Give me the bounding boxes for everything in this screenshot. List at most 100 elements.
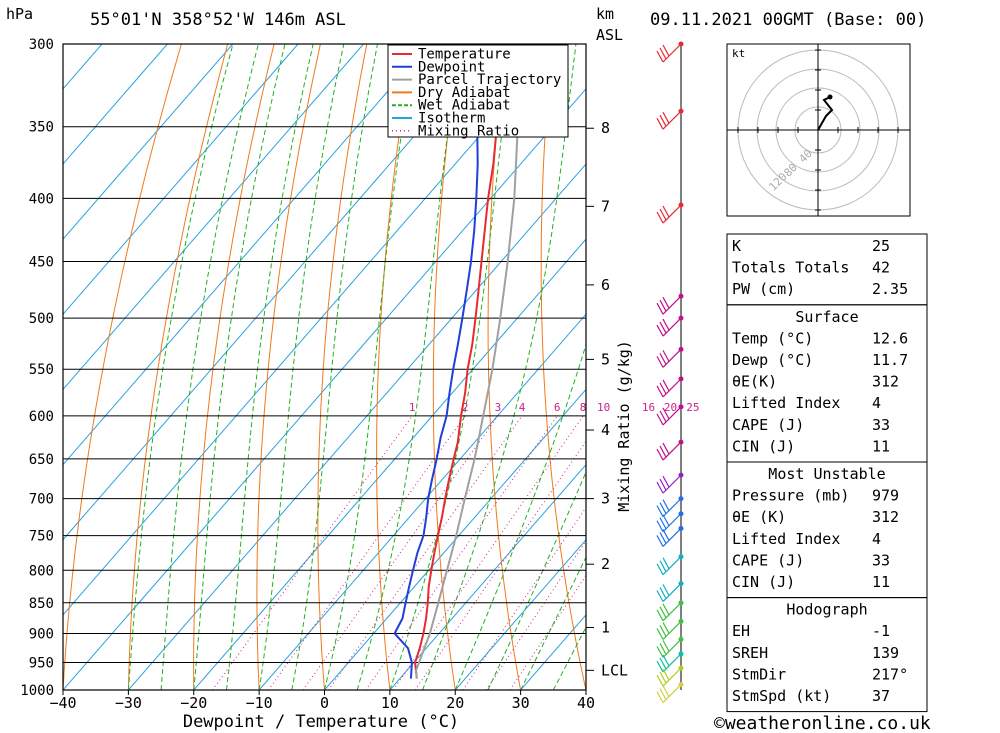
dry-adiabat-line xyxy=(432,44,460,690)
wind-barb xyxy=(656,317,682,337)
wind-barb-feather xyxy=(662,407,670,420)
wind-barb xyxy=(656,556,682,576)
hodograph-trace xyxy=(817,96,834,131)
wet-adiabat-line xyxy=(291,44,378,690)
wind-barb-feather xyxy=(659,208,667,221)
wind-barb-feather xyxy=(659,478,667,491)
isotherm-line xyxy=(389,463,586,690)
indices-row-value: 42 xyxy=(872,259,890,277)
isotherm-line xyxy=(63,44,495,541)
legend-label: Isotherm xyxy=(418,111,485,127)
temperature-tick-label: 10 xyxy=(381,694,399,712)
indices-row-value: 33 xyxy=(872,416,890,434)
wind-barb-staff xyxy=(662,602,682,622)
temperature-tick-label: −40 xyxy=(49,694,76,712)
wind-barb-staff xyxy=(662,378,682,398)
wind-barb-feather xyxy=(659,353,667,365)
wind-barb-feather xyxy=(662,44,670,57)
wind-barb-feather xyxy=(656,356,664,368)
mixing-ratio-line xyxy=(414,440,586,690)
hodograph-end-marker xyxy=(827,94,833,100)
indices-block-title: Most Unstable xyxy=(768,465,885,483)
pressure-tick-label: 300 xyxy=(29,37,54,53)
temperature-axis: −40 −30 −20 −10 0 10 20 30 40 xyxy=(49,690,595,712)
wind-barb-feather xyxy=(662,350,670,362)
indices-row-label: Lifted Index xyxy=(732,530,840,548)
height-tick-label: 1 xyxy=(601,618,610,636)
indices-row-value: 11 xyxy=(872,437,890,455)
indices-row-value: 979 xyxy=(872,487,899,505)
series-line xyxy=(415,44,522,679)
wind-barb-feather xyxy=(656,660,664,673)
wind-barb-feather xyxy=(656,385,664,398)
indices-row-label: Totals Totals xyxy=(732,259,849,277)
wind-barb-feather xyxy=(659,587,667,599)
wind-barb-staff xyxy=(662,498,682,518)
wind-barb xyxy=(656,528,682,547)
indices-row-label: EH xyxy=(732,622,750,640)
pressure-tick-label: 500 xyxy=(29,311,54,327)
wind-barb xyxy=(656,204,682,224)
indices-row-value: 37 xyxy=(872,687,890,705)
wind-barb-feather xyxy=(656,211,664,224)
wind-barb-feather xyxy=(656,646,664,658)
wind-barb-feather xyxy=(662,529,670,541)
legend-label: Temperature xyxy=(418,47,511,63)
wind-barb-feather xyxy=(662,640,670,652)
height-tick-label: 7 xyxy=(601,197,610,215)
wind-barb xyxy=(656,474,682,494)
wind-barb-feather xyxy=(662,318,670,331)
pressure-tick-label: 800 xyxy=(29,563,54,579)
wet-adiabat-line xyxy=(258,44,345,690)
wet-adiabat-line xyxy=(356,44,461,690)
indices-row-value: 312 xyxy=(872,508,899,526)
wind-barb-feather xyxy=(656,691,664,703)
wind-barb-staff xyxy=(662,667,682,687)
indices-row-label: K xyxy=(732,237,741,255)
dry-adiabat-line xyxy=(193,44,275,690)
pressure-tick-label: 1000 xyxy=(20,683,54,699)
legend-label: Mixing Ratio xyxy=(418,123,519,139)
station-location: 55°01'N 358°52'W 146m ASL xyxy=(90,10,346,30)
wind-barb-feather xyxy=(662,557,670,569)
wind-barb-feather xyxy=(656,481,664,494)
wind-barb xyxy=(656,406,682,426)
temperature-tick-label: −20 xyxy=(180,694,207,712)
temperature-tick-label: −10 xyxy=(246,694,273,712)
indices-row-value: 217° xyxy=(872,665,908,683)
mixing-ratio-label: 8 xyxy=(580,401,587,414)
wind-barb-staff xyxy=(662,43,682,63)
wind-barb-feather xyxy=(656,302,664,315)
wind-barb-staff xyxy=(662,474,682,494)
wet-adiabat-line xyxy=(422,44,577,690)
wind-barb-staff xyxy=(662,348,682,368)
indices-row-label: PW (cm) xyxy=(732,280,795,298)
wind-barb xyxy=(656,513,682,533)
wind-barb-feather xyxy=(659,445,667,458)
indices-row-value: 4 xyxy=(872,394,881,412)
dry-adiabat-line xyxy=(969,44,1000,690)
wind-barb xyxy=(656,43,682,63)
pressure-tick-label: 950 xyxy=(29,656,54,672)
wind-barb-staff xyxy=(662,638,682,658)
height-tick-label: 3 xyxy=(601,490,610,508)
mixing-ratio-line xyxy=(302,415,499,690)
dry-adiabat-line xyxy=(642,44,717,690)
isotherm-line xyxy=(63,44,299,316)
mixing-ratio-label: 3 xyxy=(495,401,502,414)
wind-barb xyxy=(656,378,682,398)
height-axis: 8 7 6 5 4 3 2 1 LCL xyxy=(586,119,628,679)
height-tick-label: 4 xyxy=(601,421,610,439)
isotherm-line xyxy=(63,44,364,391)
pressure-tick-label: 850 xyxy=(29,596,54,612)
wind-barb-staff xyxy=(662,583,682,602)
wind-barb-feather xyxy=(656,628,664,640)
wind-barb-staff xyxy=(662,528,682,547)
wind-barb xyxy=(656,110,682,130)
isotherm-line xyxy=(258,313,586,690)
indices-row-value: 312 xyxy=(872,373,899,391)
indices-row-label: CIN (J) xyxy=(732,437,795,455)
indices-row-value: 25 xyxy=(872,237,890,255)
mixing-ratio-line xyxy=(509,574,586,690)
